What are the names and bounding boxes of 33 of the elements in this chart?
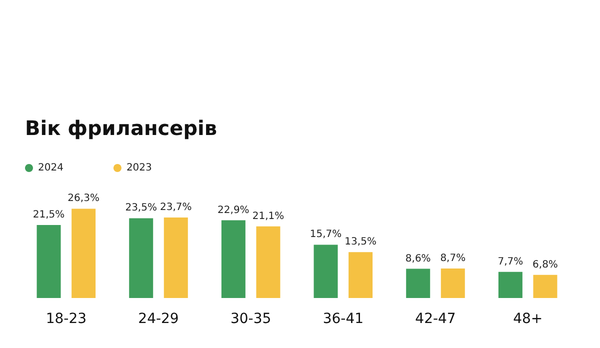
data-label: 26,3% <box>68 193 100 204</box>
bar <box>256 226 280 298</box>
legend-label: 2023 <box>126 162 152 174</box>
x-tick-label: 48+ <box>513 311 543 327</box>
x-tick-label: 36-41 <box>322 311 364 327</box>
bar <box>348 252 373 298</box>
x-tick-label: 18-23 <box>46 311 87 327</box>
bar <box>406 268 430 298</box>
bar <box>164 218 188 298</box>
x-tick-label: 30-35 <box>230 311 272 327</box>
data-label: 15,7% <box>310 229 342 240</box>
bar <box>221 220 246 298</box>
data-label: 8,6% <box>405 253 431 264</box>
data-label: 21,1% <box>252 210 284 222</box>
data-label: 22,9% <box>218 204 250 216</box>
legend-label: 2024 <box>38 162 64 174</box>
chart-title: Вік фрилансерів <box>25 116 218 140</box>
bar <box>129 218 154 298</box>
x-tick-label: 24-29 <box>138 311 179 327</box>
data-label: 21,5% <box>32 210 65 221</box>
data-label: 8,7% <box>440 252 466 264</box>
data-label: 13,5% <box>344 236 376 248</box>
x-tick-label: 42-47 <box>415 311 456 327</box>
data-label: 7,7% <box>498 256 524 268</box>
data-label: 23,7% <box>160 202 192 214</box>
bar <box>36 225 61 298</box>
bar <box>440 268 465 298</box>
bar <box>314 244 338 298</box>
bar <box>533 274 558 298</box>
data-label: 23,5% <box>125 202 157 214</box>
bar <box>72 208 96 298</box>
data-label: 6,8% <box>532 259 558 270</box>
bar <box>498 272 522 298</box>
